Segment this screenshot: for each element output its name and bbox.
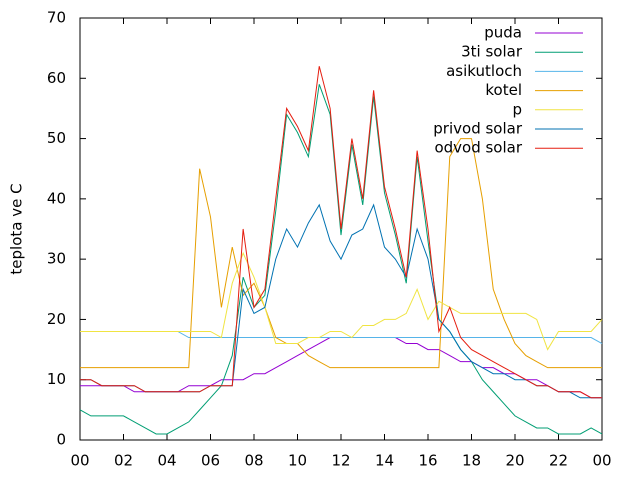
- x-tick-label: 16: [418, 452, 437, 470]
- legend-label: p: [512, 100, 522, 118]
- series-line: [80, 66, 602, 399]
- x-tick-label: 08: [244, 452, 263, 470]
- series-line: [80, 138, 602, 369]
- y-tick-label: 30: [47, 250, 66, 268]
- y-tick-label: 40: [47, 189, 66, 207]
- x-tick-label: 00: [592, 452, 611, 470]
- x-tick-label: 10: [288, 452, 307, 470]
- plot-border: [79, 17, 603, 441]
- legend-label: 3ti solar: [461, 43, 523, 61]
- y-tick-label: 50: [47, 129, 66, 147]
- series-line: [79, 84, 603, 435]
- y-tick-label: 70: [47, 9, 66, 27]
- x-tick-label: 00: [70, 452, 89, 470]
- legend-label: kotel: [485, 81, 522, 99]
- y-tick-label: 10: [47, 370, 66, 388]
- series-line: [80, 251, 603, 351]
- x-tick-label: 02: [114, 452, 133, 470]
- legend-label: odvod solar: [434, 139, 522, 157]
- y-tick-label: 60: [47, 69, 66, 87]
- legend-label: asikutloch: [446, 62, 522, 80]
- legend-label: privod solar: [433, 120, 523, 138]
- x-tick-label: 22: [549, 452, 568, 470]
- x-tick-label: 06: [201, 452, 220, 470]
- x-tick-label: 14: [375, 452, 394, 470]
- x-tick-label: 18: [462, 452, 481, 470]
- x-tick-label: 12: [331, 452, 350, 470]
- y-tick-label: 20: [47, 310, 66, 328]
- y-tick-label: 0: [56, 431, 66, 449]
- legend-label: puda: [484, 24, 522, 42]
- x-tick-label: 04: [157, 452, 176, 470]
- y-axis-label: teplota ve C: [8, 183, 26, 274]
- x-tick-label: 20: [505, 452, 524, 470]
